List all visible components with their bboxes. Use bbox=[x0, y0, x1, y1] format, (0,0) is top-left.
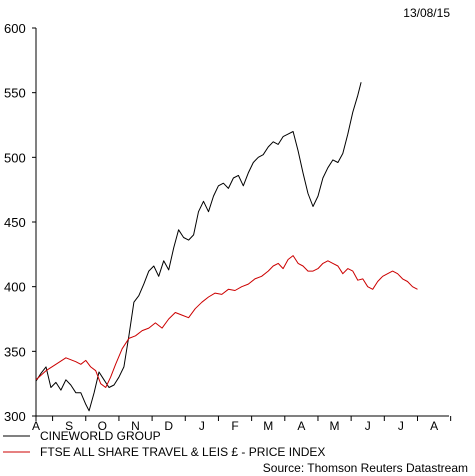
y-tick-label: 350 bbox=[4, 344, 26, 359]
x-tick-label: O bbox=[98, 419, 107, 433]
x-tick-label: D bbox=[164, 419, 173, 433]
y-axis: 300 350 400 450 500 550 600 bbox=[4, 21, 37, 424]
legend: CINEWORLD GROUP FTSE ALL SHARE TRAVEL & … bbox=[3, 429, 325, 459]
series-line-cineworld bbox=[35, 82, 362, 412]
series-lines bbox=[35, 82, 418, 412]
x-tick-label: J bbox=[199, 419, 205, 433]
x-tick-label: A bbox=[32, 419, 40, 433]
x-tick-label: N bbox=[131, 419, 140, 433]
series-line-ftse bbox=[35, 255, 418, 388]
y-tick-label: 300 bbox=[4, 409, 26, 424]
x-tick-label: J bbox=[365, 419, 371, 433]
x-tick-label: S bbox=[65, 419, 73, 433]
chart-date: 13/08/15 bbox=[403, 6, 450, 20]
legend-label-ftse: FTSE ALL SHARE TRAVEL & LEIS £ - PRICE I… bbox=[40, 445, 325, 459]
y-tick-label: 450 bbox=[4, 215, 26, 230]
legend-label-cineworld: CINEWORLD GROUP bbox=[40, 429, 161, 443]
x-tick-label: M bbox=[330, 419, 340, 433]
x-tick-label: A bbox=[297, 419, 305, 433]
y-tick-label: 600 bbox=[4, 21, 26, 36]
y-tick-label: 500 bbox=[4, 150, 26, 165]
y-tick-label: 400 bbox=[4, 280, 26, 295]
x-tick-label: F bbox=[231, 419, 238, 433]
source-note: Source: Thomson Reuters Datastream bbox=[263, 461, 468, 475]
x-tick-label: A bbox=[430, 419, 438, 433]
y-tick-label: 550 bbox=[4, 86, 26, 101]
x-tick-label: M bbox=[263, 419, 273, 433]
x-tick-label: J bbox=[398, 419, 404, 433]
